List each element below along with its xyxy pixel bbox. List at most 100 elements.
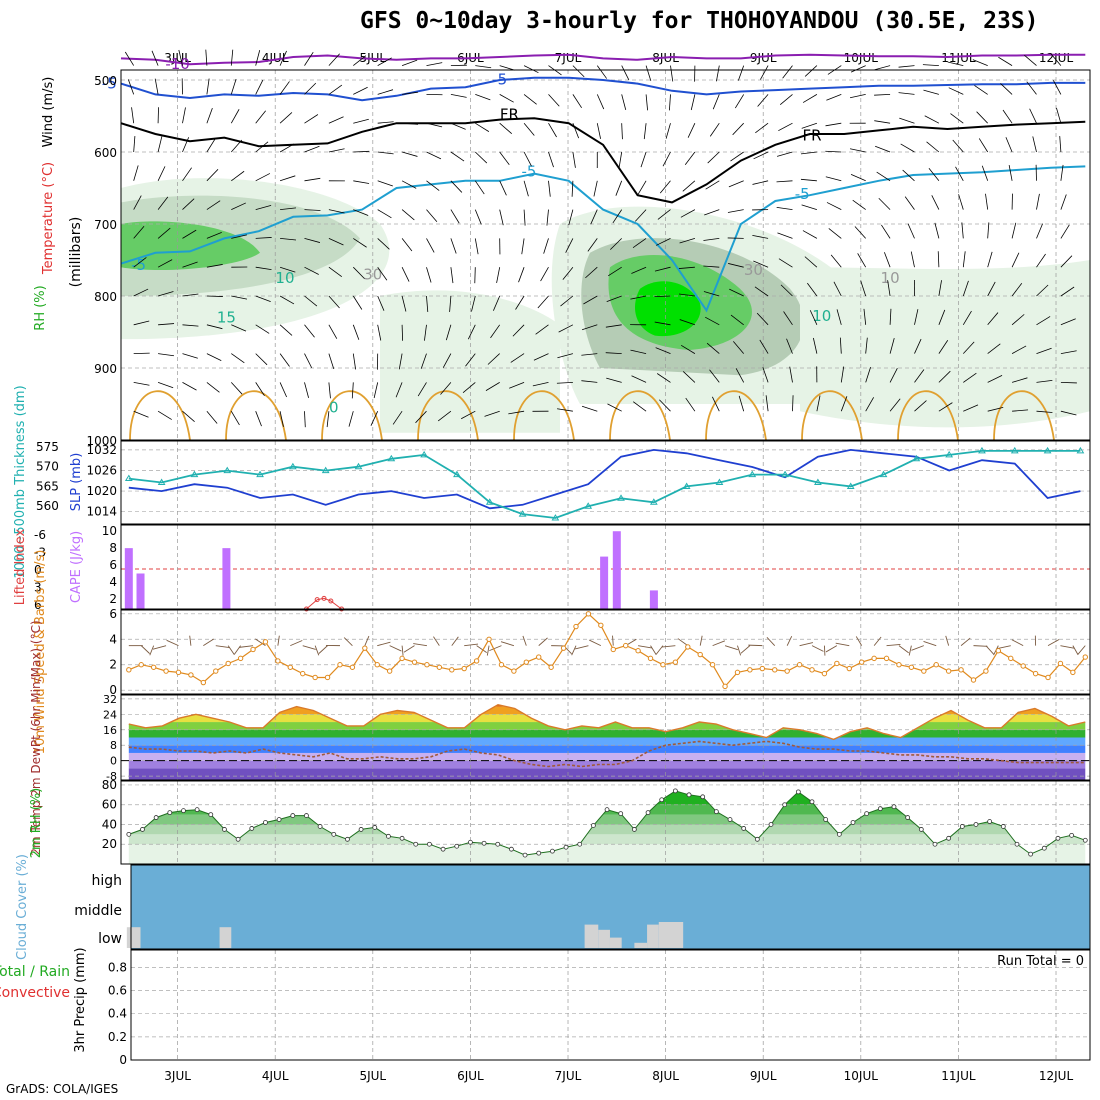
wind-barb xyxy=(401,267,410,282)
wind-barb xyxy=(937,251,940,268)
day-tick-label: 3JUL xyxy=(164,1069,191,1083)
wind-barb xyxy=(910,251,915,268)
wind-barb xyxy=(985,645,994,655)
series-marker xyxy=(1010,446,1019,454)
wind-barb xyxy=(133,320,150,326)
contour-label: -5 xyxy=(102,75,117,93)
wind-barb xyxy=(850,65,866,73)
wind-barb xyxy=(987,406,1004,412)
wind-barb xyxy=(548,151,554,168)
wind-barb xyxy=(280,238,297,241)
wind-speed-marker xyxy=(337,662,343,668)
wind-barb xyxy=(606,295,622,303)
wind-barb xyxy=(426,295,429,312)
wind-barb xyxy=(158,323,175,326)
wind-barb xyxy=(389,645,402,652)
rh-marker xyxy=(126,831,132,837)
wind-barb xyxy=(585,266,598,279)
wind-barb xyxy=(1011,345,1027,354)
pressure-tick-label: 900 xyxy=(94,362,117,376)
cape-li-panel: -6 -3 0 3 6 2 4 6 8 10 Lifted Index CAPE (J/kg) xyxy=(13,524,1091,612)
series-marker xyxy=(256,470,264,478)
wind-barb xyxy=(776,206,793,210)
warm-isotherm-line xyxy=(993,390,1055,441)
wind-barb xyxy=(807,282,818,297)
wind-barb xyxy=(464,643,479,647)
run-total-annotation: Run Total = 0 xyxy=(997,954,1084,969)
wind-barb xyxy=(474,238,479,255)
wind-barb xyxy=(1050,53,1062,66)
wind-barb xyxy=(1060,382,1077,384)
rh-marker xyxy=(795,789,801,795)
wind-barb xyxy=(1060,318,1076,326)
wind-barb xyxy=(654,266,671,272)
series-marker xyxy=(945,450,954,458)
contour-label: 0 xyxy=(329,399,339,417)
wind-barb xyxy=(955,166,964,181)
axis-label: Lifted Index xyxy=(13,528,28,605)
day-tick-label: 5JUL xyxy=(359,1069,386,1083)
wind-barb xyxy=(231,295,248,300)
wind-barb xyxy=(1036,223,1044,239)
wind-barb xyxy=(802,230,818,239)
wind-barb xyxy=(703,265,720,268)
wind-speed-marker xyxy=(585,611,592,617)
wind-barb xyxy=(621,94,627,110)
wind-barb xyxy=(557,353,573,359)
wind-barb xyxy=(304,266,319,275)
wind-barb xyxy=(1008,165,1013,181)
contour-label: -5 xyxy=(521,162,536,180)
wind-barb xyxy=(922,64,939,66)
wind-barb xyxy=(1026,81,1037,95)
wind-barb xyxy=(908,645,912,656)
wind-barb xyxy=(206,295,223,297)
wind-barb xyxy=(587,238,598,252)
wind-barb xyxy=(809,310,818,325)
left-tick-label: 570 xyxy=(36,460,59,474)
day-tick-label: 10JUL xyxy=(844,1069,879,1083)
rh-marker xyxy=(194,807,200,813)
wind-barb xyxy=(133,257,147,268)
wind-barb xyxy=(475,122,490,132)
wind-barb xyxy=(730,151,744,162)
series-marker xyxy=(321,466,330,474)
wind-barb xyxy=(353,180,370,184)
temp-band xyxy=(128,729,1086,738)
wind-barb xyxy=(605,324,622,328)
rh-marker xyxy=(399,835,405,841)
wind-barb xyxy=(874,120,891,124)
wind-barb xyxy=(402,122,419,125)
wind-barb xyxy=(637,180,647,195)
wind-barb xyxy=(328,295,340,309)
left-tick-label: -6 xyxy=(34,528,46,542)
tick-label: 0.6 xyxy=(108,984,127,998)
wind-barb xyxy=(548,94,560,107)
wind-barb xyxy=(581,405,598,412)
wind-barb xyxy=(833,281,842,297)
axis-label: RH (%) xyxy=(33,285,48,330)
wind-barb xyxy=(445,324,452,341)
wind-barb xyxy=(737,645,742,656)
wind-barb xyxy=(523,151,532,167)
wind-speed-marker xyxy=(473,658,480,664)
wind-barb xyxy=(304,177,321,182)
wind-barb xyxy=(476,645,487,653)
wind-barb xyxy=(133,225,145,239)
wind-speed-marker xyxy=(697,651,703,658)
wind-barb xyxy=(1036,347,1052,354)
left-tick-label: 565 xyxy=(36,479,59,493)
wind-speed-marker xyxy=(386,668,393,674)
wind-barb xyxy=(182,137,190,153)
wind-barb xyxy=(1060,164,1064,181)
wind-barb xyxy=(987,281,996,297)
wind-barb xyxy=(934,222,940,239)
wind-barb xyxy=(426,267,432,283)
rh-marker xyxy=(222,827,227,832)
wind-barb xyxy=(1077,645,1086,655)
wind-barb xyxy=(182,229,197,239)
wind-speed-marker xyxy=(685,644,691,650)
wind-barb xyxy=(786,635,793,646)
wind-barb xyxy=(928,168,940,182)
wind-barb xyxy=(560,295,574,307)
wind-barb xyxy=(450,238,457,254)
